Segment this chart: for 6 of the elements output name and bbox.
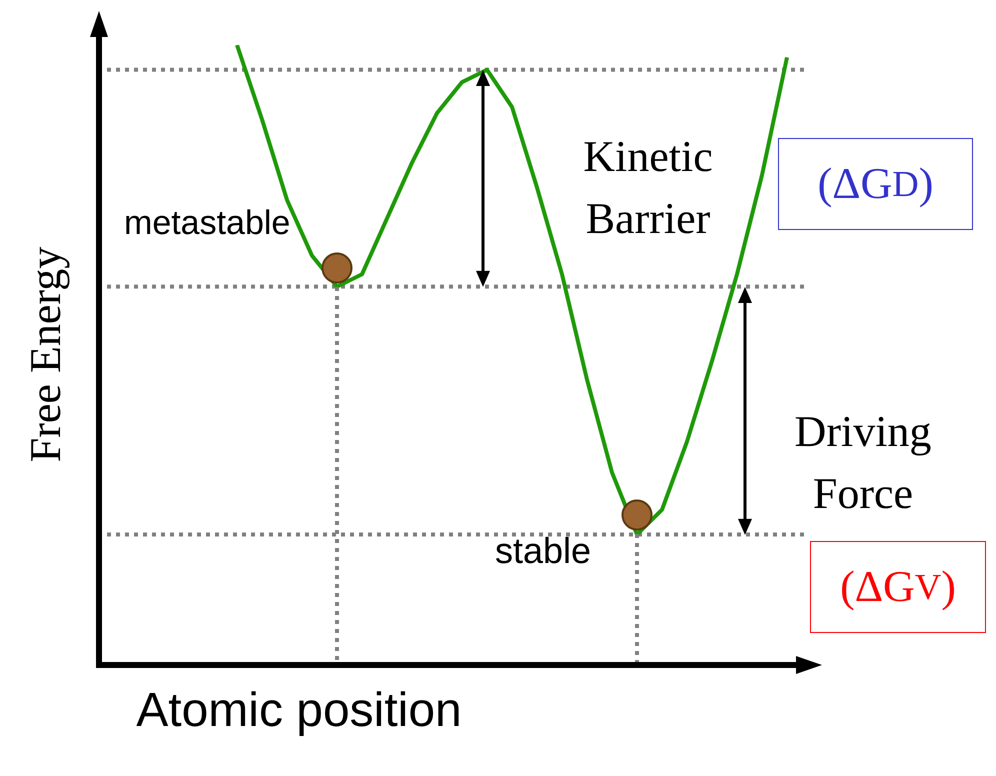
annotation: Kinetic Barrier	[582, 131, 714, 245]
y-axis-title: Free Energy	[20, 247, 72, 463]
annotation: stable	[495, 529, 592, 573]
x-axis-title: Atomic position	[135, 682, 463, 738]
annotation: metastable	[124, 203, 290, 244]
annotation: Driving Force	[794, 406, 932, 520]
